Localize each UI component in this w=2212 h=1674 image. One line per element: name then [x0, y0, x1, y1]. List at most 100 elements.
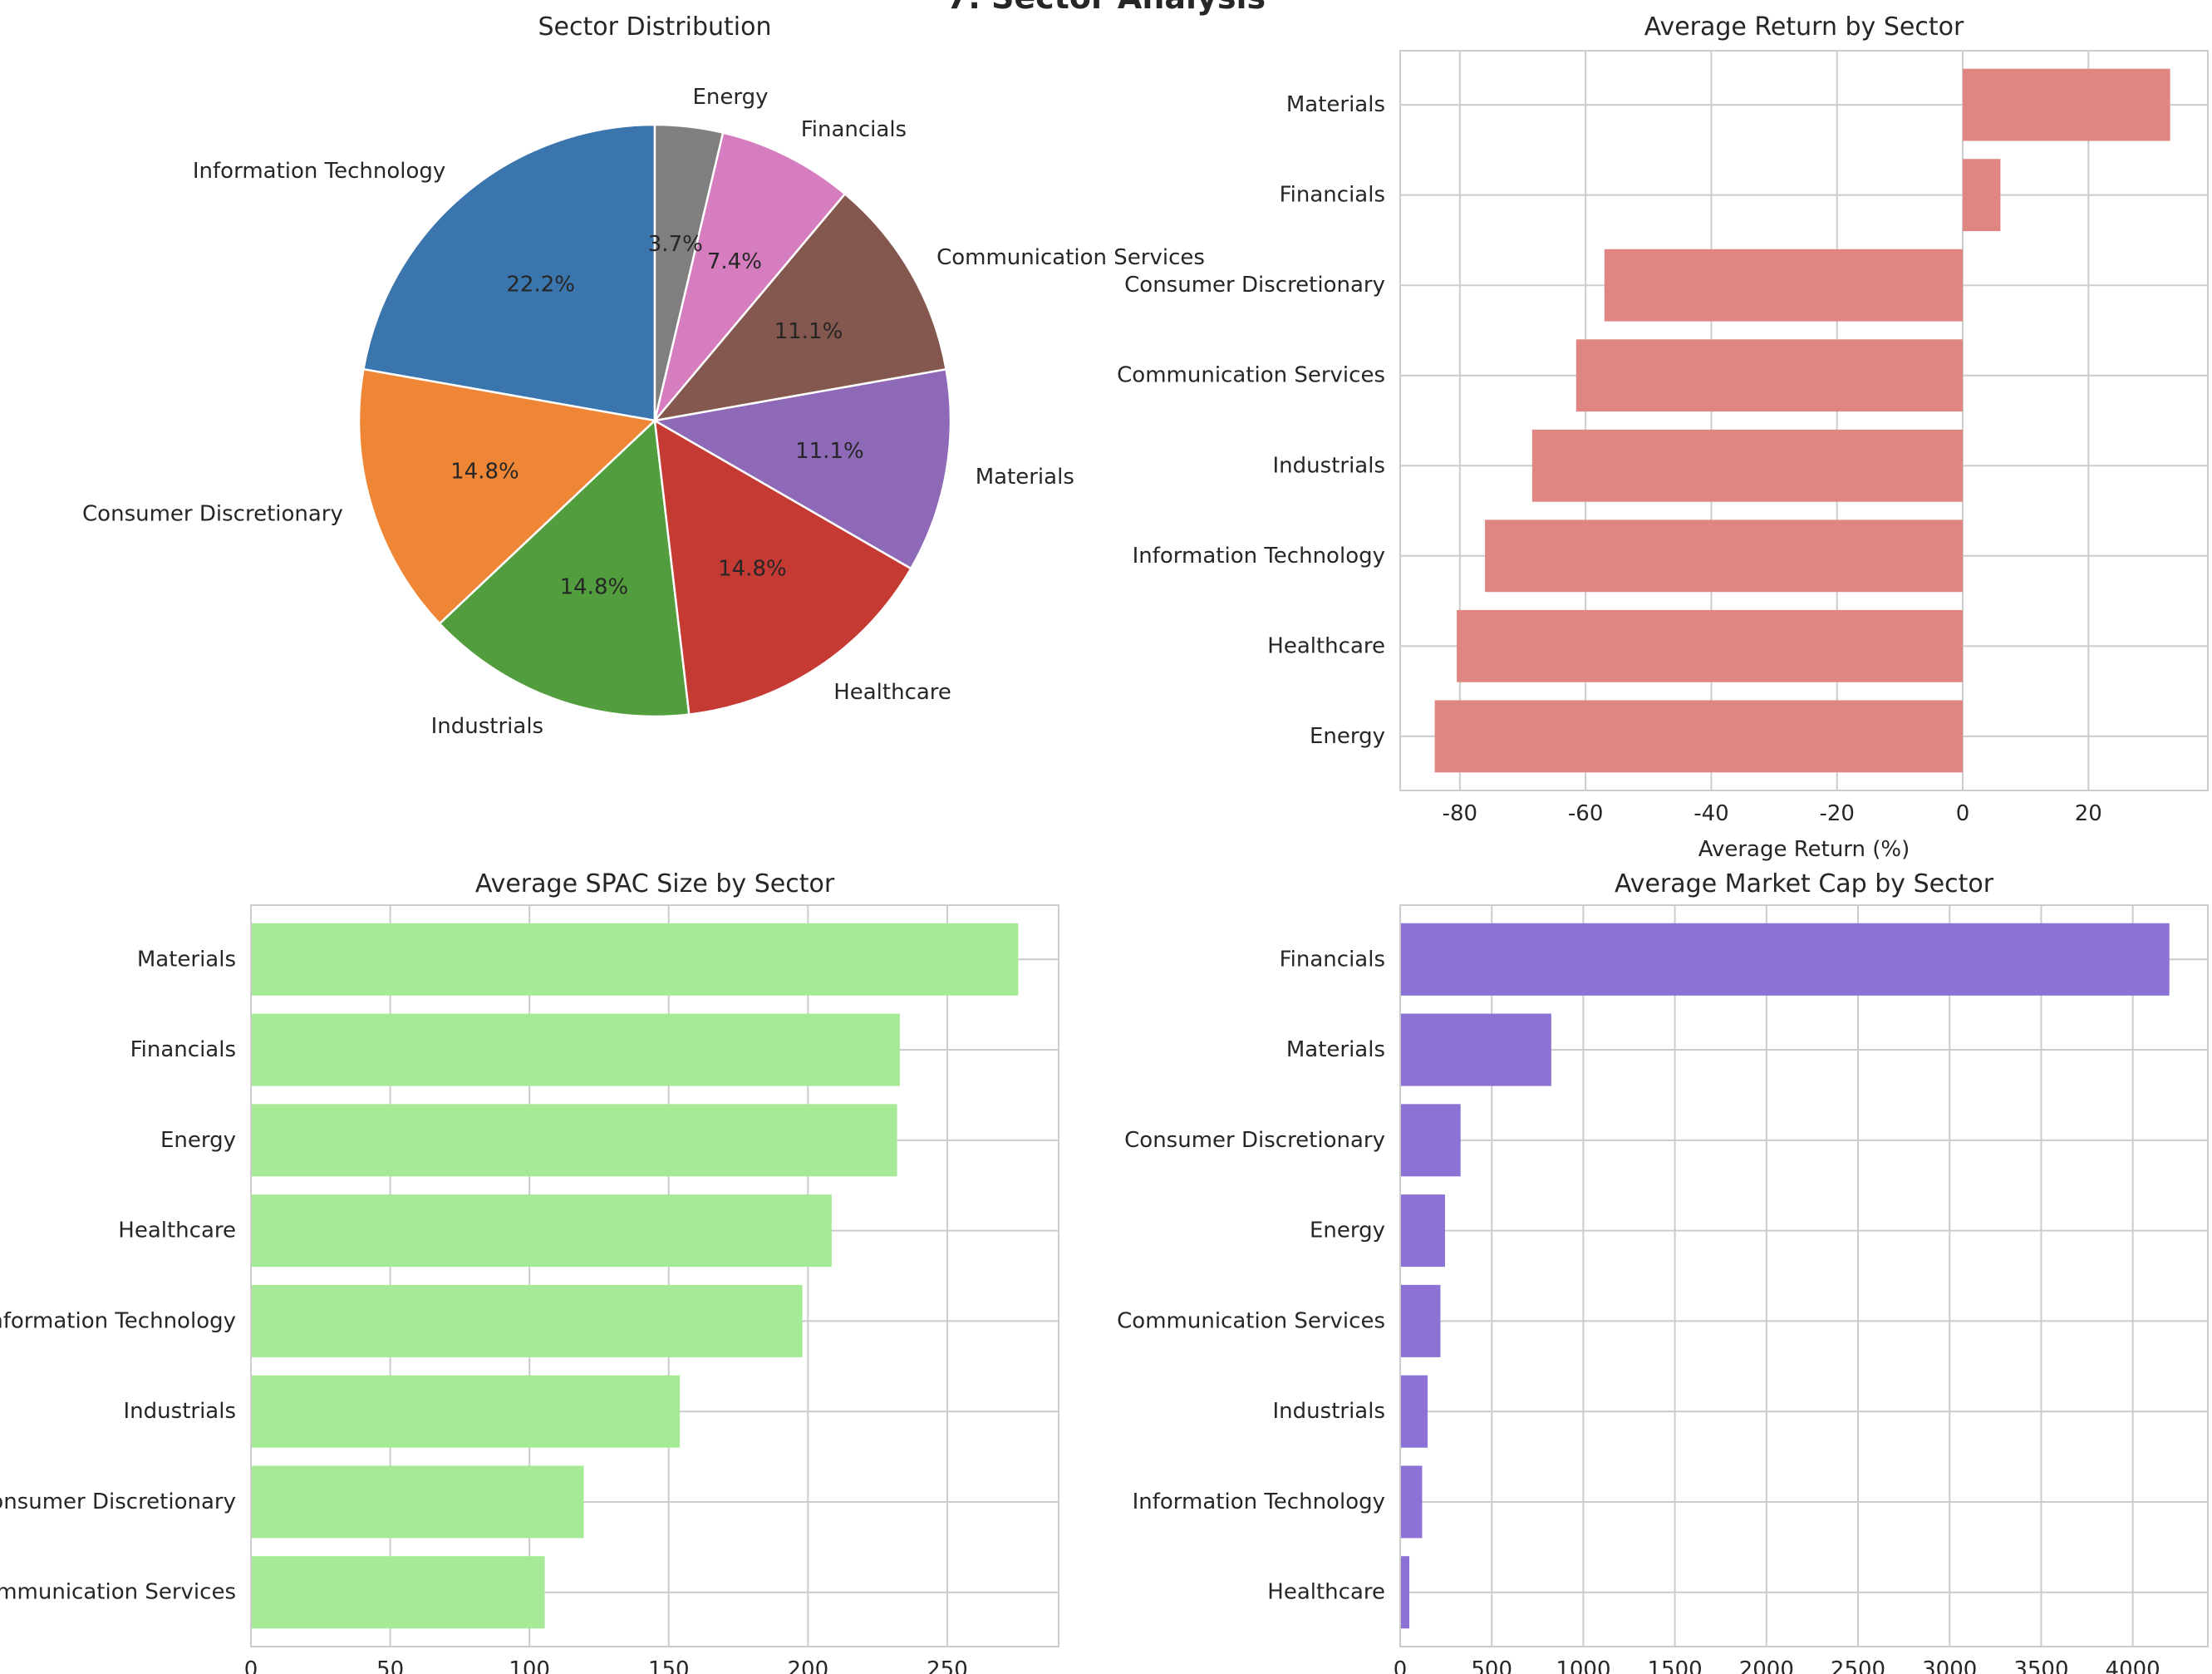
size-chart-ytick-label-materials: Materials: [137, 947, 236, 972]
average-spac-size-bar-chart: Average SPAC Size by Sector 0 50 100 150 200…: [0, 869, 1059, 1674]
size-chart-frame: [250, 904, 1059, 1647]
mcap-chart-bar-financials: [1400, 923, 2170, 996]
return-chart-bar-industrials: [1531, 429, 1963, 502]
pie-slice-information-technology: [361, 123, 656, 422]
return-chart-ytick-label-financials: Financials: [1280, 183, 1385, 208]
return-chart-xtick-label: 20: [2075, 801, 2102, 826]
return-chart-ytick-label-healthcare: Healthcare: [1267, 633, 1385, 658]
pie-pct-industrials: 14.8%: [560, 575, 629, 600]
size-chart-xtick-label: 50: [376, 1657, 404, 1674]
return-chart-ticks: -80 -60 -40 -20 0 20 Materials Financials Consum…: [1117, 92, 2102, 826]
return-chart-xtick-label: -80: [1443, 801, 1477, 826]
figure-suptitle: 7. Sector Analysis: [946, 0, 1266, 16]
return-chart-ytick-label-materials: Materials: [1286, 92, 1385, 117]
mcap-chart-ytick-label-consumer-discretionary: Consumer Discretionary: [1124, 1128, 1385, 1153]
return-chart-frame: [1399, 50, 2209, 791]
mcap-chart-xtick-label: 4000: [2106, 1657, 2160, 1674]
size-chart-xtick-label: 150: [648, 1657, 690, 1674]
size-chart-xtick-label: 250: [927, 1657, 968, 1674]
size-chart-ticks: 0 50 100 150 200 250 Materials Financials Energy…: [0, 947, 968, 1674]
size-chart-ytick-label-healthcare: Healthcare: [118, 1219, 236, 1243]
pie-label-information-technology: Information Technology: [193, 159, 445, 184]
pie-pct-healthcare: 14.8%: [718, 557, 787, 582]
mcap-chart-bar-communication-services: [1400, 1284, 1441, 1357]
size-chart-ytick-label-information-technology: Information Technology: [0, 1308, 236, 1333]
pie-pct-financials: 7.4%: [707, 249, 762, 274]
size-chart-ytick-label-consumer-discretionary: Consumer Discretionary: [0, 1489, 236, 1514]
size-chart-xtick-label: 0: [244, 1657, 258, 1674]
return-chart-ytick-label-consumer-discretionary: Consumer Discretionary: [1124, 273, 1385, 298]
mcap-chart-bar-information-technology: [1400, 1465, 1423, 1539]
pie-pct-materials: 11.1%: [795, 439, 864, 464]
return-chart-ytick-label-communication-services: Communication Services: [1117, 363, 1385, 388]
size-chart-bar-financials: [251, 1013, 900, 1086]
return-chart-xtick-label: -60: [1568, 801, 1603, 826]
size-chart-ytick-label-financials: Financials: [130, 1037, 236, 1062]
mcap-chart-ytick-label-energy: Energy: [1310, 1219, 1385, 1243]
pie-label-financials: Financials: [801, 117, 907, 142]
mcap-chart-ytick-label-financials: Financials: [1280, 947, 1385, 972]
mcap-chart-xtick-label: 2000: [1739, 1657, 1794, 1674]
mcap-chart-title: Average Market Cap by Sector: [1615, 869, 1994, 899]
mcap-chart-bars: [1400, 923, 2170, 1629]
size-chart-bar-industrials: [251, 1375, 681, 1448]
pie-chart-title: Sector Distribution: [538, 12, 771, 42]
pie-label-consumer-discretionary: Consumer Discretionary: [82, 501, 343, 526]
return-chart-ytick-label-energy: Energy: [1310, 724, 1385, 749]
size-chart-xtick-label: 100: [509, 1657, 550, 1674]
mcap-chart-ytick-label-materials: Materials: [1286, 1037, 1385, 1062]
pie-labels: Information Technology 22.2% Consumer Disc…: [82, 85, 1205, 739]
mcap-chart-bar-materials: [1400, 1013, 1551, 1086]
return-chart-bar-financials: [1962, 159, 2001, 232]
return-chart-bar-communication-services: [1575, 339, 1963, 412]
pie-pct-information-technology: 22.2%: [506, 272, 575, 297]
return-chart-xtick-label: -40: [1693, 801, 1728, 826]
mcap-chart-ticks: 0 500 1000 1500 2000 2500 3000 3500 4000 Financia…: [1117, 947, 2160, 1674]
return-chart-xtick-label: 0: [1956, 801, 1970, 826]
pie-pct-energy: 3.7%: [648, 232, 703, 257]
return-chart-bar-healthcare: [1457, 609, 1963, 682]
mcap-chart-xtick-label: 0: [1394, 1657, 1408, 1674]
mcap-chart-ytick-label-healthcare: Healthcare: [1267, 1580, 1385, 1605]
return-chart-bar-materials: [1962, 68, 2170, 141]
mcap-chart-frame: [1399, 904, 2209, 1647]
mcap-chart-ytick-label-communication-services: Communication Services: [1117, 1308, 1385, 1333]
size-chart-bar-consumer-discretionary: [251, 1465, 584, 1539]
return-chart-ytick-label-industrials: Industrials: [1273, 453, 1385, 478]
return-chart-title: Average Return by Sector: [1644, 12, 1964, 42]
mcap-chart-xtick-label: 3000: [1922, 1657, 1977, 1674]
mcap-chart-xtick-label: 500: [1471, 1657, 1512, 1674]
mcap-chart-xtick-label: 1000: [1556, 1657, 1610, 1674]
return-chart-bar-information-technology: [1485, 519, 1963, 593]
pie-label-materials: Materials: [976, 465, 1074, 490]
mcap-chart-bar-healthcare: [1400, 1556, 1410, 1629]
size-chart-ytick-label-industrials: Industrials: [124, 1399, 236, 1424]
return-chart-bar-energy: [1434, 700, 1963, 773]
pie-label-communication-services: Communication Services: [936, 245, 1205, 270]
return-chart-xtick-label: -20: [1819, 801, 1854, 826]
size-chart-bar-communication-services: [251, 1556, 545, 1629]
size-chart-xtick-label: 200: [788, 1657, 829, 1674]
size-chart-title: Average SPAC Size by Sector: [475, 869, 835, 899]
return-chart-xlabel: Average Return (%): [1698, 837, 1910, 862]
mcap-chart-xtick-label: 3500: [2013, 1657, 2068, 1674]
return-chart-bars: [1434, 68, 2170, 773]
mcap-chart-bar-energy: [1400, 1194, 1445, 1268]
size-chart-bar-information-technology: [251, 1284, 803, 1357]
sector-distribution-pie-chart: Sector Distribution Information Technolo…: [82, 12, 1205, 739]
size-chart-bars: [251, 923, 1019, 1629]
mcap-chart-xtick-label: 1500: [1648, 1657, 1703, 1674]
size-chart-ytick-label-communication-services: Communication Services: [0, 1580, 236, 1605]
pie-label-energy: Energy: [693, 85, 769, 110]
pie-slice-energy: [653, 123, 725, 421]
pie-label-healthcare: Healthcare: [833, 680, 951, 705]
average-market-cap-bar-chart: Average Market Cap by Sector 0 500 1000 150…: [1117, 869, 2209, 1674]
pie-slice-financials: [653, 131, 847, 421]
mcap-chart-ytick-label-industrials: Industrials: [1273, 1399, 1385, 1424]
pie-pct-consumer-discretionary: 14.8%: [450, 459, 519, 484]
pie-label-industrials: Industrials: [431, 714, 543, 739]
return-chart-bar-consumer-discretionary: [1604, 249, 1963, 322]
mcap-chart-bar-consumer-discretionary: [1400, 1104, 1461, 1177]
size-chart-bar-healthcare: [251, 1194, 832, 1268]
